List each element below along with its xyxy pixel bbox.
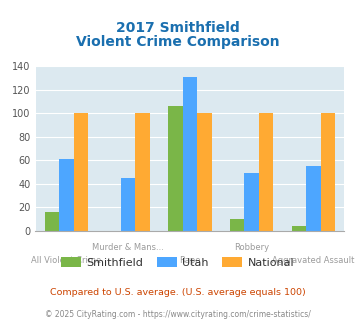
Bar (321, 113, 335, 231)
Bar (135, 113, 150, 231)
Bar (292, 226, 306, 231)
Text: © 2025 CityRating.com - https://www.cityrating.com/crime-statistics/: © 2025 CityRating.com - https://www.city… (45, 310, 310, 319)
Bar (45, 212, 59, 231)
Text: Rape: Rape (179, 256, 201, 265)
Text: Violent Crime Comparison: Violent Crime Comparison (76, 35, 279, 49)
Bar (197, 113, 212, 231)
Bar (168, 106, 183, 231)
Bar (245, 173, 259, 231)
Bar (306, 166, 321, 231)
Bar (183, 77, 197, 231)
Bar (230, 219, 245, 231)
Text: 2017 Smithfield: 2017 Smithfield (116, 21, 239, 35)
Legend: Smithfield, Utah, National: Smithfield, Utah, National (56, 252, 299, 272)
Bar (259, 113, 273, 231)
Text: Aggravated Assault: Aggravated Assault (272, 256, 355, 265)
Text: Robbery: Robbery (234, 243, 269, 251)
Text: Compared to U.S. average. (U.S. average equals 100): Compared to U.S. average. (U.S. average … (50, 287, 305, 297)
Bar (73, 113, 88, 231)
Bar (59, 159, 73, 231)
Bar (121, 178, 135, 231)
Text: Murder & Mans...: Murder & Mans... (92, 243, 164, 251)
Text: All Violent Crime: All Violent Crime (31, 256, 102, 265)
